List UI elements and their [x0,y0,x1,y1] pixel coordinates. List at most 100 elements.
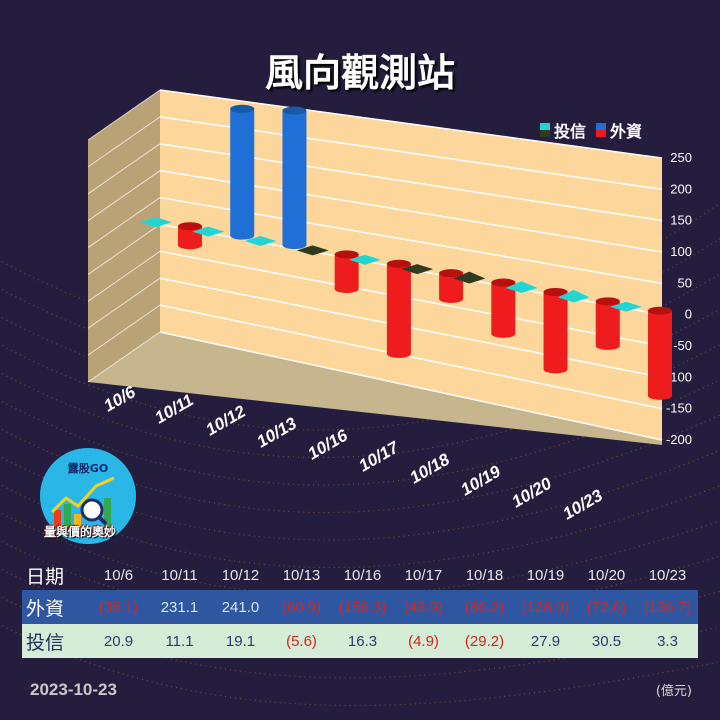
side-gridline [87,197,161,248]
bar-foreign [334,250,359,293]
y-tick-label: 250 [670,150,692,165]
x-tick-label: 10/19 [458,461,505,499]
legend-label-trust: 投信 [554,122,587,141]
bar-trust [505,281,538,293]
foreign-cell: 231.1 [160,598,199,616]
bar-trust [296,245,329,256]
date-cell: 10/13 [282,566,321,584]
foreign-cell: (136.7) [643,598,692,616]
x-tick-label: 10/12 [203,401,250,439]
x-tick-label: 10/16 [305,425,352,463]
side-gridline [87,331,161,383]
trust-cell: (5.6) [286,632,317,650]
foreign-cell: (86.2) [464,598,505,616]
legend: 投信 外資 [540,118,642,142]
x-tick-label: 10/6 [101,382,140,415]
table-row-trust: 投信 20.9 11.1 19.1 (5.6) 16.3 (4.9) (29.2… [22,624,698,658]
gridline [159,304,663,410]
gridline [159,277,663,379]
gridline [159,331,663,441]
x-tick-label: 10/17 [356,437,404,475]
foreign-cell: (156.3) [338,598,387,616]
bar-trust [348,254,381,265]
bar-foreign [439,269,464,303]
x-tick-label: 10/20 [509,473,556,511]
bar-trust [192,226,225,237]
bar-foreign [386,259,411,358]
foreign-cell: (128.0) [521,598,570,616]
date-cell: 10/12 [221,566,260,584]
trust-cell: 19.1 [225,632,256,650]
y-tick-label: -100 [666,369,692,384]
date-cell: 10/11 [161,566,198,584]
y-tick-label: -50 [673,338,692,353]
bar-trust [610,301,642,312]
decorative-wave [0,379,720,486]
side-gridline [87,224,161,275]
chart-side-wall [88,90,160,382]
side-gridline [87,116,161,168]
table-header-foreign: 外資 [26,598,65,620]
y-tick-label: 50 [678,275,692,290]
gridline [159,89,663,159]
report-date: 2023-10-23 [30,680,117,699]
x-tick-label: 10/18 [407,449,454,487]
legend-swatch-foreign [596,123,607,137]
chart-magnifier-icon [50,476,115,528]
bar-foreign [648,306,672,400]
bar-trust [557,289,590,303]
table-header-trust: 投信 [26,632,65,654]
logo-subtitle: 量與價的奧妙 [44,525,117,539]
foreign-cell: (43.9) [403,598,444,616]
bar-trust [244,236,277,247]
side-gridline [87,89,161,141]
bar-foreign [178,222,202,250]
foreign-cell: (35.1) [98,598,139,616]
chart-title: 風向觀測站 [264,51,455,95]
side-gridline [87,143,161,195]
side-gridline [87,250,161,302]
date-cell: 10/23 [648,566,687,584]
legend-swatch-trust [540,123,550,137]
foreign-cell: (72.6) [586,598,627,616]
table-row-foreign: 外資 (35.1) 231.1 241.0 (60.9) (156.3) (43… [22,590,698,624]
bar-trust [140,217,172,228]
bar-foreign [595,297,620,350]
x-tick-label: 10/23 [560,485,607,523]
trust-cell: 27.9 [530,632,561,650]
data-table: 日期 10/6 10/11 10/12 10/13 10/16 10/17 10… [22,560,698,658]
decorative-wave [0,343,720,459]
y-tick-label: 200 [670,181,692,196]
gridline [159,250,663,347]
trust-cell: (4.9) [408,632,439,650]
bar-trust [453,271,486,284]
trust-cell: 30.5 [591,632,622,650]
chart-area: 250 200 150 100 50 0 -50 -100 -150 -200 10/6 10/11… [87,89,692,523]
x-tick-label: 10/11 [152,390,197,427]
brand-logo: 露股GO [40,448,136,544]
y-tick-label: -150 [666,401,692,416]
chart-floor [88,332,662,445]
y-tick-label: -200 [666,432,692,447]
side-gridline [87,304,161,356]
bar-foreign [282,106,307,250]
trust-cell: (29.2) [464,632,505,650]
trust-cell: 16.3 [347,632,378,650]
foreign-cell: 241.0 [221,598,260,616]
legend-label-foreign: 外資 [610,122,643,141]
date-cell: 10/16 [343,566,382,584]
side-gridline [87,277,161,329]
foreign-cell: (60.9) [281,598,322,616]
bar-foreign [543,287,568,374]
trust-cell: 20.9 [103,632,134,650]
date-cell: 10/17 [404,566,443,584]
y-tick-label: 100 [670,244,692,259]
date-cell: 10/20 [587,566,626,584]
side-gridline [87,170,161,222]
table-row-dates: 日期 10/6 10/11 10/12 10/13 10/16 10/17 10… [22,560,698,590]
bar-foreign [230,104,255,240]
x-tick-label: 10/13 [254,413,301,451]
decorative-wave [0,511,720,596]
date-cell: 10/18 [465,566,504,584]
bar-trust [401,264,434,275]
